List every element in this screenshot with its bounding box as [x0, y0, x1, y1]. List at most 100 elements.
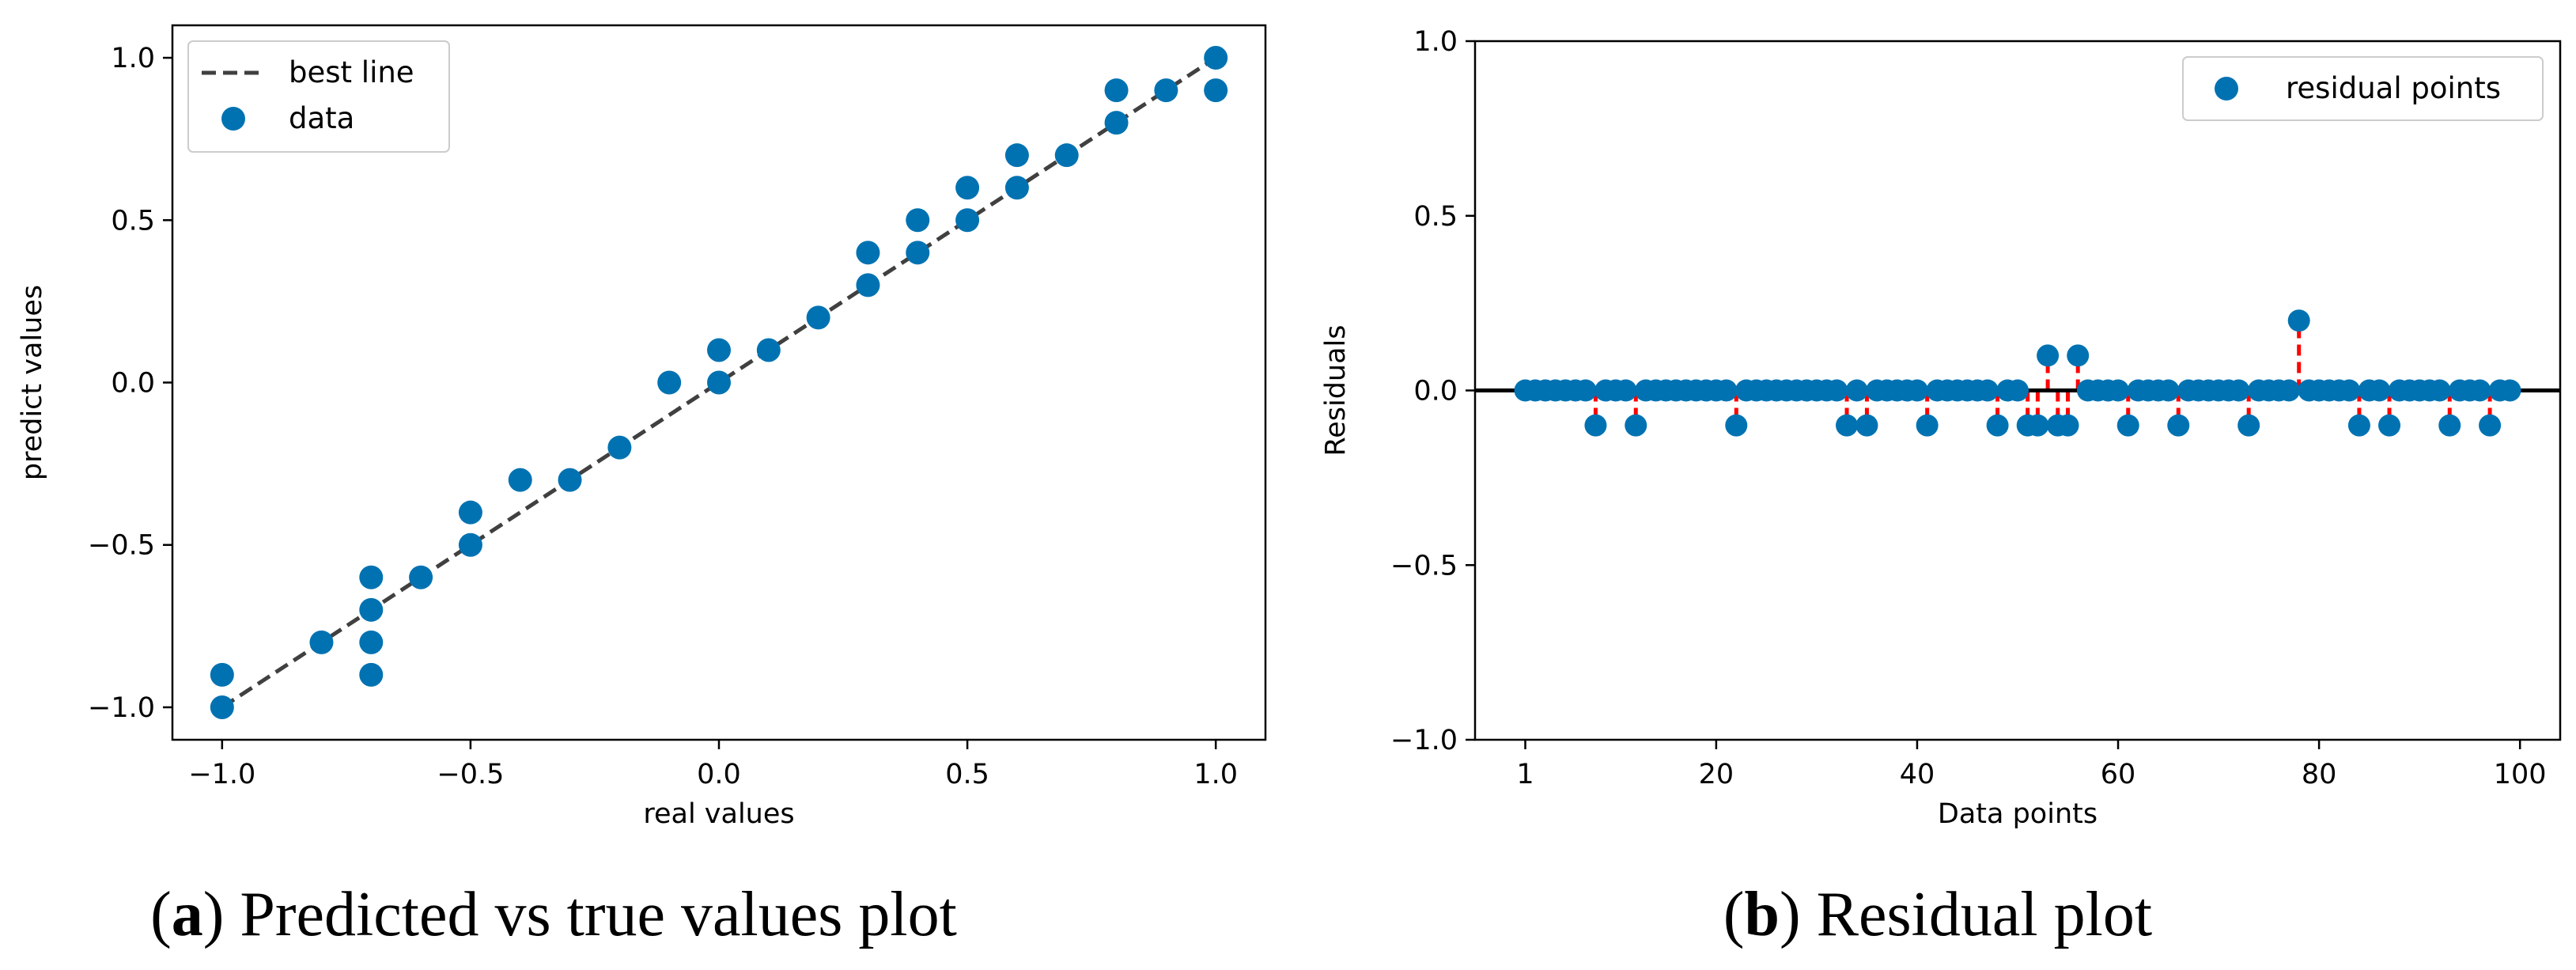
residual-point [2056, 414, 2079, 437]
residual-point [2237, 414, 2260, 437]
x-tick-label: 100 [2494, 759, 2547, 790]
best-fit-line [221, 55, 1217, 710]
legend-label-data: data [289, 101, 354, 135]
caption-a-paren-close: ) [203, 880, 240, 949]
y-tick-label: −1.0 [88, 692, 155, 724]
data-point [1154, 78, 1178, 103]
residual-point [2428, 379, 2451, 402]
residual-point [2479, 414, 2502, 437]
caption-a-text: Predicted vs true values plot [240, 880, 956, 949]
caption-a-letter: a [172, 880, 203, 949]
caption-b-paren-close: ) [1780, 880, 1817, 949]
caption-b-letter: b [1745, 880, 1780, 949]
residual-point [1836, 414, 1859, 437]
data-point [856, 241, 880, 265]
x-tick-label: 1 [1516, 759, 1534, 790]
residual-point [2468, 379, 2491, 402]
caption-a-paren-open: ( [150, 880, 172, 949]
data-point [458, 532, 482, 557]
residual-point [2287, 309, 2310, 332]
y-axis-label: predict values [17, 285, 48, 480]
y-tick-label: 1.0 [111, 43, 155, 74]
residual-point [2026, 414, 2049, 437]
data-point [707, 370, 731, 395]
data-point [359, 597, 384, 622]
data-point [210, 695, 234, 719]
data-point [1104, 111, 1129, 135]
y-axis-label: Residuals [1320, 324, 1352, 456]
residual-point [1584, 414, 1607, 437]
data-point [359, 630, 384, 654]
residual-point [1614, 379, 1637, 402]
data-point [508, 468, 532, 492]
x-tick-label: 0.5 [945, 759, 989, 790]
caption-b: (b) Residual plot [1723, 880, 2152, 949]
data-point [707, 338, 731, 362]
data-point [210, 662, 234, 687]
residual-point [2007, 379, 2029, 402]
legend-box [2182, 56, 2544, 121]
data-point [1204, 46, 1228, 70]
data-point [1004, 143, 1029, 168]
y-tick-label: 0.0 [111, 368, 155, 400]
data-point [756, 338, 781, 362]
data-point [806, 305, 830, 330]
data-point [458, 500, 482, 525]
legend-label-best-line: best line [289, 55, 414, 89]
residual-point [1986, 414, 2009, 437]
data-point [906, 208, 930, 233]
residual-point [2347, 414, 2370, 437]
residual-point [2378, 414, 2401, 437]
data-point [1204, 78, 1228, 103]
panel-a-predicted-vs-true: −1.0 −0.5 0.0 0.5 1.0 −1.0 −0.5 0.0 0.5 1.0 real v… [17, 24, 1267, 830]
residual-point [1574, 379, 1597, 402]
residual-point [1725, 414, 1748, 437]
data-point [607, 435, 632, 460]
data-point [558, 468, 582, 492]
residual-point [1625, 414, 1647, 437]
legend-marker-icon [221, 107, 245, 131]
residual-point [2107, 379, 2130, 402]
residual-point [2157, 379, 2180, 402]
data-point [856, 273, 880, 297]
legend-label-residual-points: residual points [2286, 71, 2501, 105]
residual-point [1825, 379, 1848, 402]
y-tick-label: 0.5 [111, 205, 155, 237]
residual-point [2368, 379, 2391, 402]
caption-b-paren-open: ( [1723, 880, 1745, 949]
residual-point [2278, 379, 2300, 402]
residual-point [2227, 379, 2250, 402]
residual-point [1715, 379, 1738, 402]
svg-text:(a) Predicted vs true values p: (a) Predicted vs true values plot [150, 880, 957, 949]
x-tick-label: 40 [1900, 759, 1935, 790]
residual-point [2116, 414, 2139, 437]
y-tick-label: 0.0 [1413, 376, 1458, 407]
x-tick-label: 0.0 [697, 759, 741, 790]
residual-point [2167, 414, 2190, 437]
residual-point [1855, 414, 1878, 437]
x-tick-label: 1.0 [1193, 759, 1238, 790]
x-tick-label: 60 [2101, 759, 2136, 790]
residual-point [1916, 414, 1939, 437]
x-tick-label: 20 [1699, 759, 1734, 790]
y-tick-label: −1.0 [1390, 725, 1458, 756]
residual-point [2338, 379, 2361, 402]
legend-marker-icon [2215, 77, 2238, 100]
data-point [1054, 143, 1079, 168]
y-tick-label: 0.5 [1413, 201, 1458, 233]
data-point [1004, 176, 1029, 200]
data-point [309, 630, 334, 654]
data-point [955, 176, 980, 200]
data-point [906, 241, 930, 265]
data-point [955, 208, 980, 233]
legend: best line data [187, 40, 450, 153]
legend-box [187, 40, 450, 153]
residual-point [1976, 379, 1999, 402]
data-point [359, 565, 384, 589]
data-point [1104, 78, 1129, 103]
y-tick-label: 1.0 [1413, 26, 1458, 58]
svg-text:(b) Residual plot: (b) Residual plot [1723, 880, 2152, 949]
data-point [359, 662, 384, 687]
legend: residual points [2182, 56, 2544, 121]
